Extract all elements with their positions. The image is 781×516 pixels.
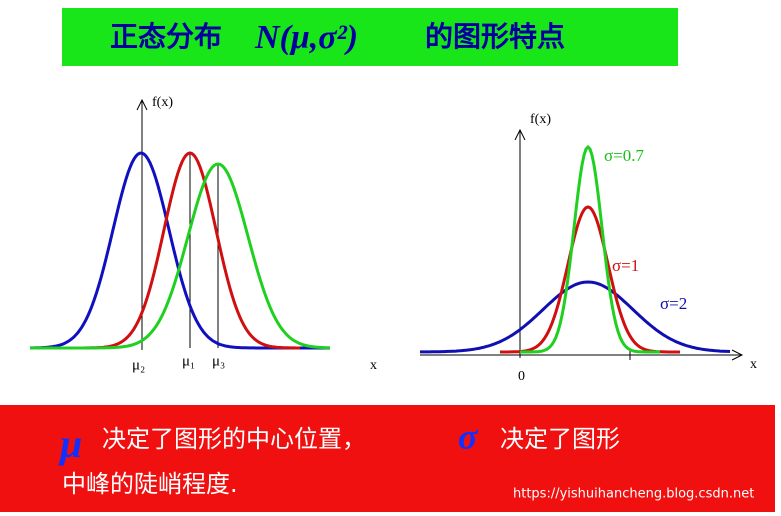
footer-text: 中峰的陡峭程度. xyxy=(62,470,238,498)
x-label: x xyxy=(370,358,377,373)
title-lead: 正态分布 xyxy=(110,20,222,53)
mean-label: μ₃ xyxy=(212,353,225,369)
arrow xyxy=(136,98,148,111)
curve xyxy=(30,162,330,350)
title-tail: 的图形特点 xyxy=(425,20,565,53)
right-figure: f(x) x 0 σ=0.7 σ=1 σ=2 xyxy=(420,112,757,384)
sigma-symbol: σ xyxy=(458,416,479,456)
curve xyxy=(520,144,660,354)
x-label: x xyxy=(750,357,757,372)
mu-symbol: μ xyxy=(58,421,82,466)
footer-text: 决定了图形 xyxy=(500,425,620,453)
mean-label: μ₂ xyxy=(132,357,145,373)
curve xyxy=(420,280,731,354)
origin-label: 0 xyxy=(518,369,525,384)
left-figure: f(x) x μ₂ μ₁ μ₃ xyxy=(30,95,377,373)
arrow xyxy=(514,128,526,141)
footer-box xyxy=(0,405,775,512)
title-box xyxy=(62,8,678,66)
title-formula: N(μ,σ²) xyxy=(254,19,358,56)
curve xyxy=(30,151,330,350)
curve xyxy=(500,205,680,354)
curve-label: σ=2 xyxy=(660,294,687,313)
footer-text: 决定了图形的中心位置， xyxy=(102,425,366,453)
watermark: https://yishuihancheng.blog.csdn.net xyxy=(513,487,754,502)
arrow xyxy=(731,349,744,361)
y-label: f(x) xyxy=(530,112,551,127)
curve-label: σ=1 xyxy=(612,256,639,275)
y-label: f(x) xyxy=(152,95,173,110)
curve-label: σ=0.7 xyxy=(604,146,645,165)
mean-label: μ₁ xyxy=(182,353,195,369)
curve xyxy=(60,151,300,350)
